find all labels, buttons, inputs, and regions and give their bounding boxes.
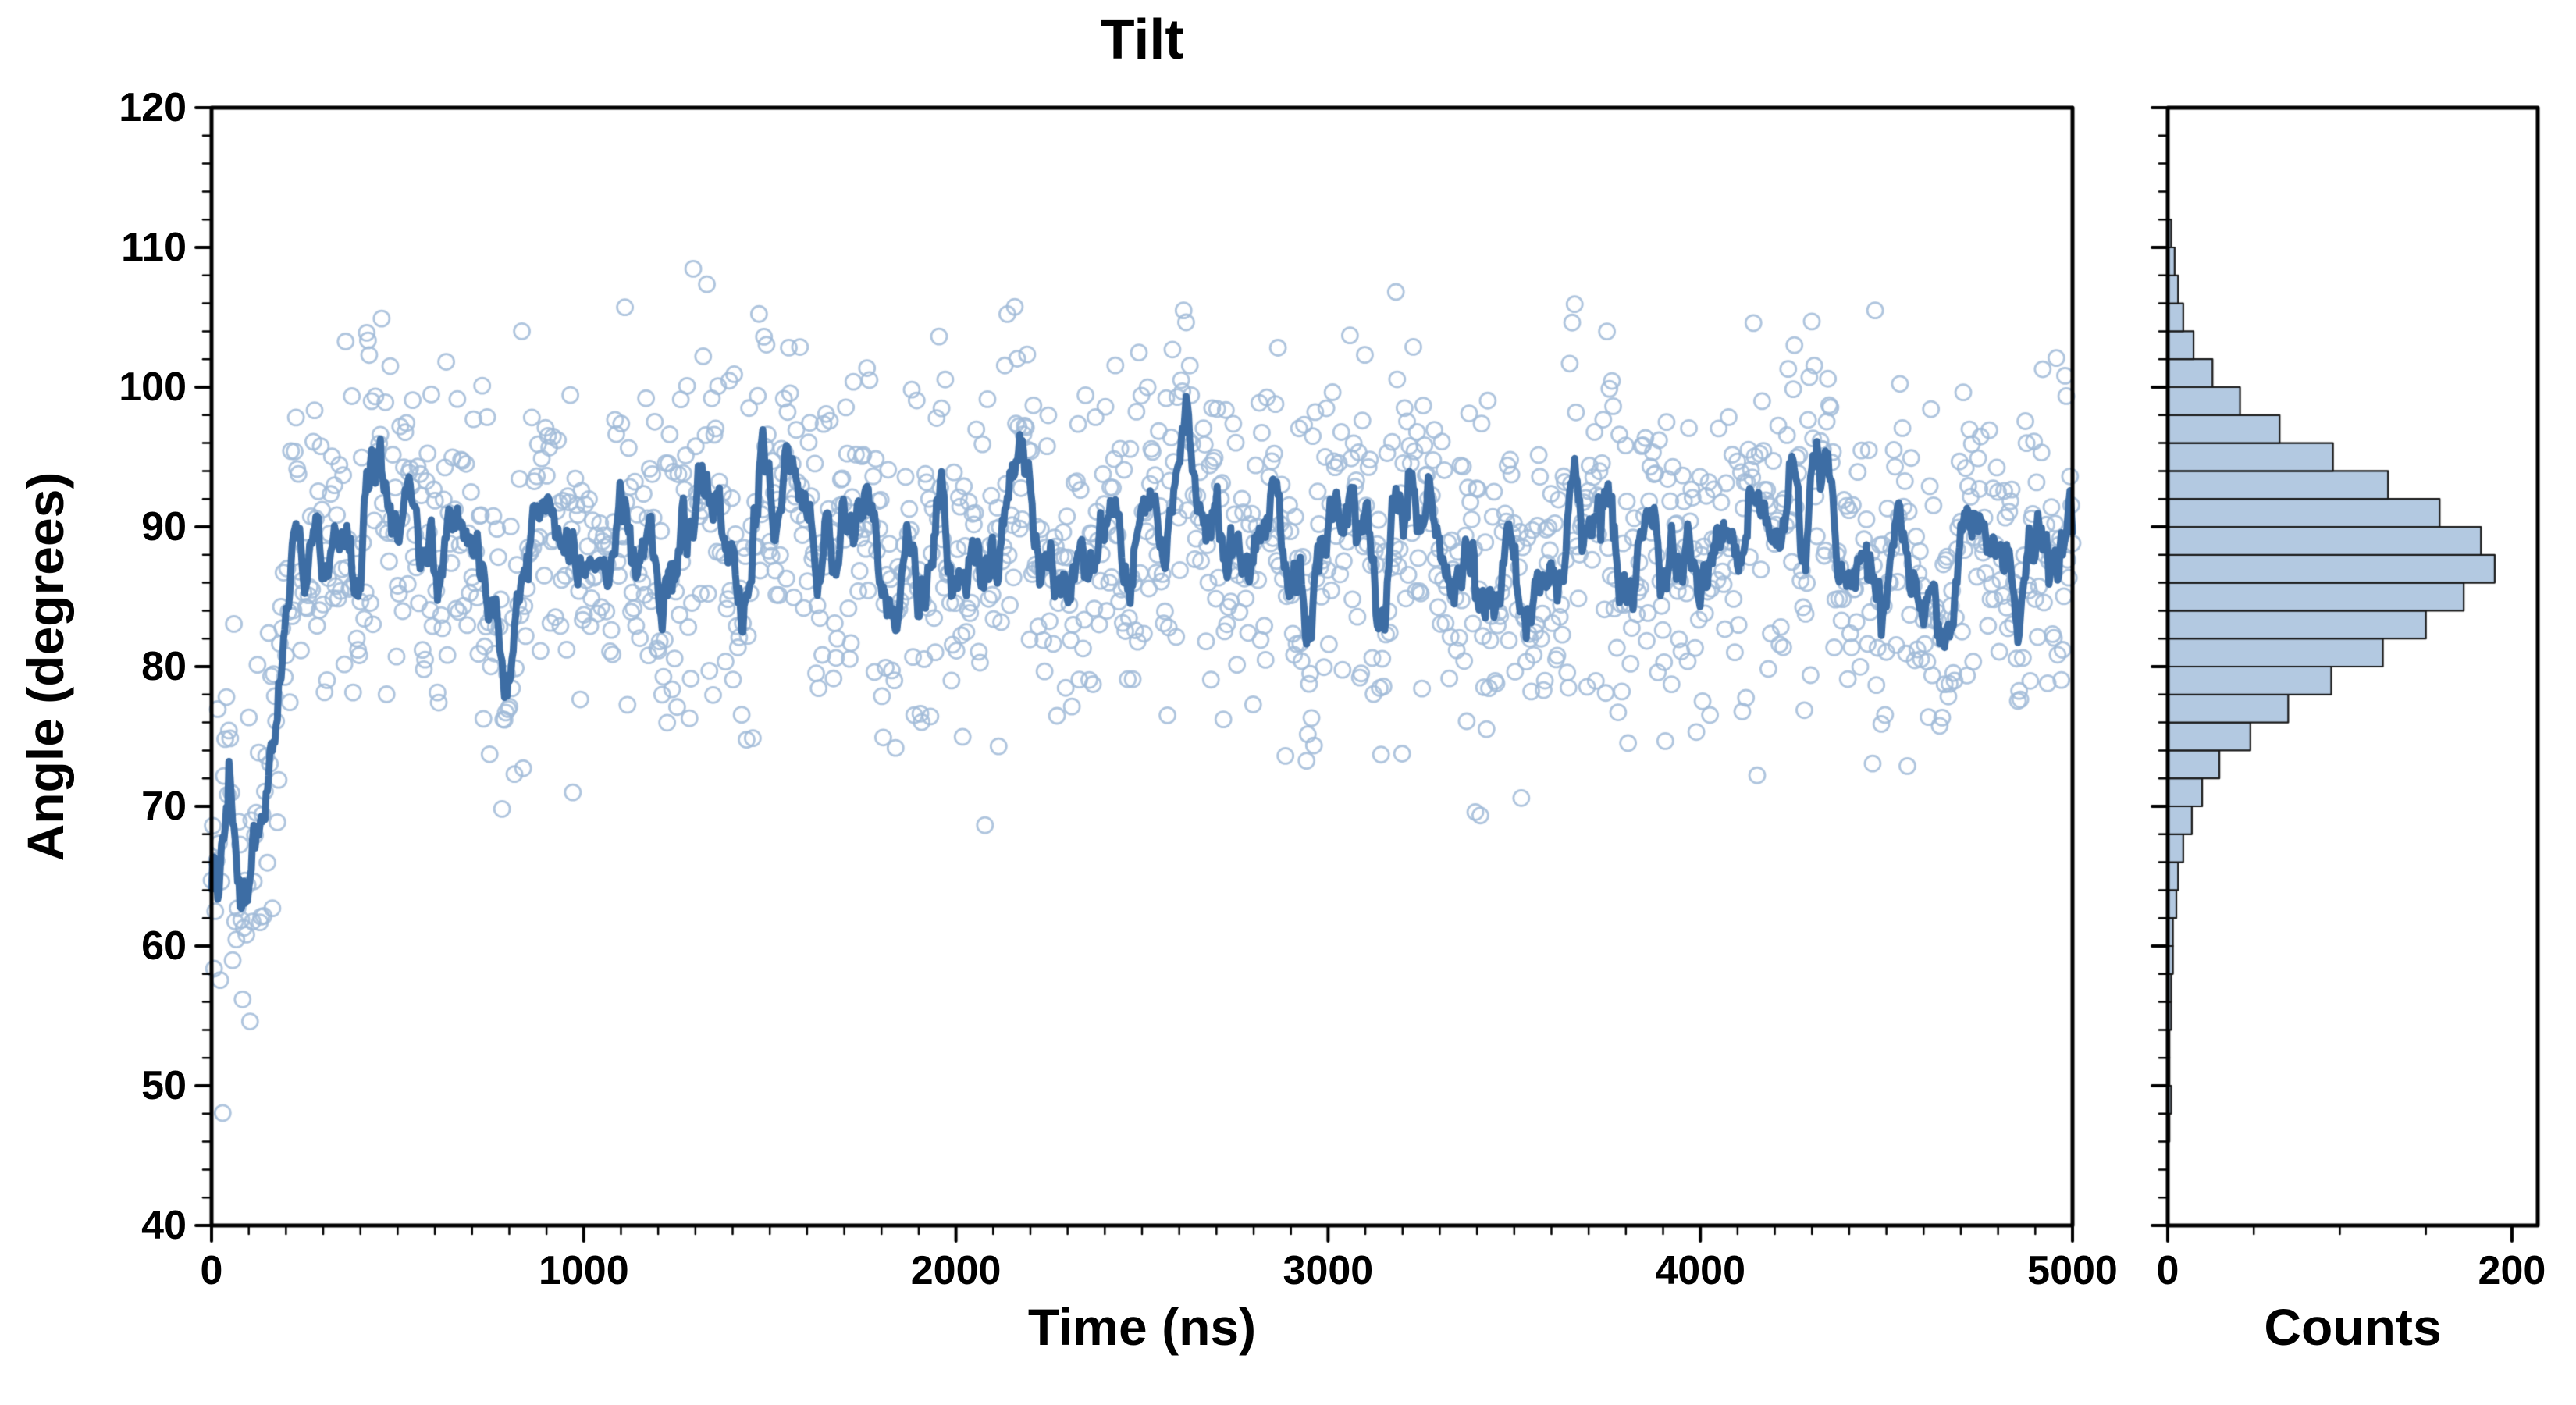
- y-tick-label: 80: [141, 644, 187, 689]
- hist-x-tick-label: 200: [2478, 1248, 2546, 1293]
- x-tick-label: 1000: [538, 1248, 629, 1293]
- y-tick-label: 70: [141, 784, 187, 829]
- x-axis-label: Time (ns): [1027, 1298, 1257, 1356]
- y-tick-label: 60: [141, 923, 187, 969]
- x-tick-label: 0: [200, 1248, 223, 1293]
- x-tick-label: 2000: [910, 1248, 1002, 1293]
- y-tick-label: 50: [141, 1063, 187, 1108]
- x-tick-label: 3000: [1283, 1248, 1374, 1293]
- y-tick-label: 90: [141, 504, 187, 550]
- y-tick-label: 110: [121, 225, 187, 270]
- hist-x-axis-label: Counts: [2264, 1298, 2442, 1356]
- y-tick-label: 100: [119, 365, 187, 410]
- x-tick-label: 5000: [2027, 1248, 2118, 1293]
- hist-x-tick-label: 0: [2156, 1248, 2179, 1293]
- y-tick-label: 40: [141, 1203, 187, 1248]
- y-axis-label: Angle (degrees): [16, 471, 74, 862]
- y-tick-label: 120: [119, 85, 187, 130]
- x-tick-label: 4000: [1655, 1248, 1746, 1293]
- chart-title: Tilt: [1100, 9, 1184, 71]
